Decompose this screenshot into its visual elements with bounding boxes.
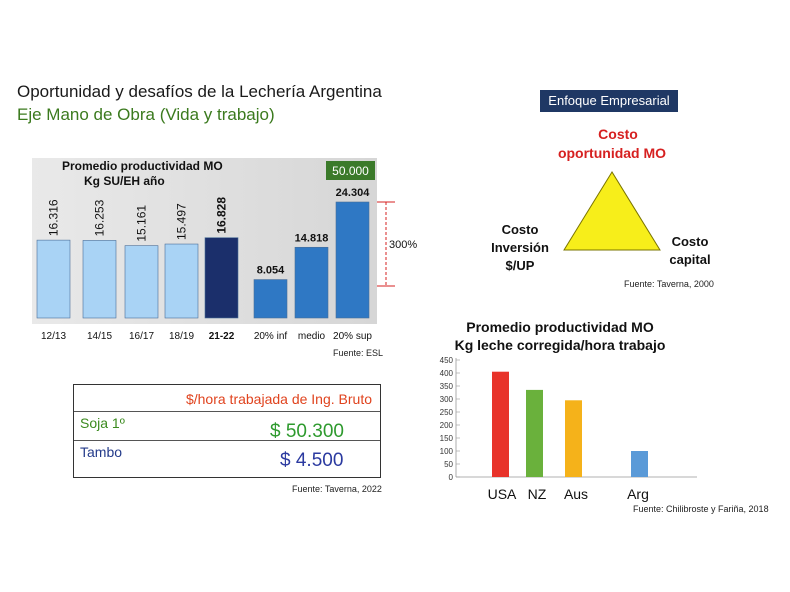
table-header: $/hora trabajada de Ing. Bruto xyxy=(185,391,372,407)
chart1-annotation-box xyxy=(326,161,375,180)
chart1-tick-label: 14/15 xyxy=(87,331,112,342)
table-row-value: $ 50.300 xyxy=(270,421,344,442)
chart1-bar xyxy=(335,201,370,319)
chart1-bar xyxy=(204,237,239,319)
enfoque-source: Fuente: Taverna, 2000 xyxy=(624,279,714,289)
chart1-source: Fuente: ESL xyxy=(333,348,383,358)
enfoque-label: Enfoque Empresarial xyxy=(540,90,678,112)
chart1-value-label: 15.497 xyxy=(175,203,189,240)
enfoque-left-line1: Costo xyxy=(502,222,539,237)
chart1-tick-label: 21-22 xyxy=(209,331,235,342)
enfoque-triangle xyxy=(563,171,661,251)
chart1-bar xyxy=(82,240,117,319)
chart1-bar xyxy=(124,245,159,319)
chart1-title: Promedio productividad MO xyxy=(62,159,223,173)
chart2-title: Promedio productividad MO xyxy=(466,319,654,335)
chart1-axis-strip xyxy=(32,324,377,346)
chart2-y-tick-label: 150 xyxy=(440,434,454,443)
chart1-tick-label: 20% sup xyxy=(333,331,372,342)
chart1-bar xyxy=(36,239,71,319)
chart2-y-tick-label: 50 xyxy=(444,460,453,469)
page-title: Oportunidad y desafíos de la Lechería Ar… xyxy=(17,82,382,101)
chart1-tick-label: 16/17 xyxy=(129,331,154,342)
chart1-tick-label: 18/19 xyxy=(169,331,194,342)
chart2-bar xyxy=(526,389,543,477)
chart2-y-tick-label: 300 xyxy=(440,395,454,404)
chart1-bracket-label: 300% xyxy=(389,239,417,251)
chart1-tick-label: 20% inf xyxy=(254,331,288,342)
chart2-bar xyxy=(492,371,509,477)
enfoque-right-line2: capital xyxy=(669,252,710,267)
table-row: Soja 1º $ 50.300 xyxy=(74,412,380,442)
enfoque-left-line2: Inversión xyxy=(491,240,549,255)
chart1-value-label: 16.253 xyxy=(93,199,107,236)
chart2-y-tick-label: 450 xyxy=(440,356,454,365)
chart2-category-label: USA xyxy=(488,486,517,502)
chart1-bar xyxy=(164,243,199,319)
enfoque-left-line3: $/UP xyxy=(506,258,535,273)
table-header-row: $/hora trabajada de Ing. Bruto xyxy=(74,385,380,412)
table-row-value: $ 4.500 xyxy=(280,450,344,471)
table-row-label: Tambo xyxy=(80,444,123,460)
chart1-value-label: 8.054 xyxy=(257,265,285,277)
chart2-y-tick-label: 250 xyxy=(440,408,454,417)
chart1-value-label: 14.818 xyxy=(295,232,329,244)
table-row: Tambo $ 4.500 xyxy=(74,441,380,471)
chart2-category-label: NZ xyxy=(528,486,547,502)
chart1-subtitle: Kg SU/EH año xyxy=(84,174,165,188)
income-table: $/hora trabajada de Ing. Bruto Soja 1º $… xyxy=(73,384,381,478)
chart1-bar xyxy=(253,279,288,319)
chart2-y-tick-label: 350 xyxy=(440,382,454,391)
enfoque-top-line1: Costo xyxy=(598,126,638,142)
chart1-value-label: 16.316 xyxy=(47,199,61,236)
chart2-category-label: Aus xyxy=(564,486,588,502)
chart2-y-tick-label: 0 xyxy=(449,473,454,482)
chart2-source: Fuente: Chilibroste y Fariña, 2018 xyxy=(633,504,769,514)
page-subtitle: Eje Mano de Obra (Vida y trabajo) xyxy=(17,105,275,124)
chart2-category-label: Arg xyxy=(627,486,649,502)
chart2-bar xyxy=(631,451,648,477)
chart1-tick-label: 12/13 xyxy=(41,331,66,342)
chart2-y-tick-label: 200 xyxy=(440,421,454,430)
chart2-bar xyxy=(565,400,582,477)
table-row-label: Soja 1º xyxy=(80,415,125,431)
enfoque-right-line1: Costo xyxy=(672,234,709,249)
chart2-y-tick-label: 400 xyxy=(440,369,454,378)
chart2-subtitle: Kg leche corregida/hora trabajo xyxy=(455,337,666,353)
chart1-value-label: 24.304 xyxy=(336,187,371,199)
chart1-tick-label: medio xyxy=(298,331,326,342)
chart1-value-label: 15.161 xyxy=(135,205,149,242)
table-source: Fuente: Taverna, 2022 xyxy=(292,484,382,494)
chart1-value-label: 16.828 xyxy=(215,197,229,234)
enfoque-top-line2: oportunidad MO xyxy=(558,145,666,161)
chart1-annotation-text: 50.000 xyxy=(332,164,369,178)
chart1-bar xyxy=(294,246,329,319)
chart1-bracket xyxy=(377,201,395,287)
chart2-y-tick-label: 100 xyxy=(440,447,454,456)
